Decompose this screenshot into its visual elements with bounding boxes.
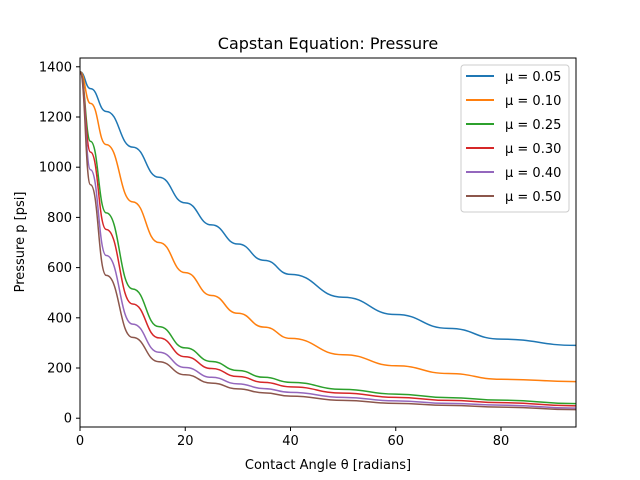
- y-tick-label: 1000: [39, 161, 72, 176]
- x-axis-label: Contact Angle θ [radians]: [245, 458, 411, 473]
- x-tick-label: 20: [177, 434, 194, 449]
- series-line-3: [80, 71, 576, 407]
- legend-label-4: μ = 0.40: [505, 166, 561, 181]
- x-tick-label: 80: [493, 434, 510, 449]
- series-layer: [80, 71, 576, 411]
- legend-label-5: μ = 0.50: [505, 190, 561, 205]
- series-line-0: [80, 71, 576, 347]
- series-line-1: [80, 71, 576, 383]
- legend-label-3: μ = 0.30: [505, 142, 561, 157]
- y-tick-label: 1200: [39, 110, 72, 125]
- series-line-4: [80, 71, 576, 409]
- y-tick-label: 400: [47, 311, 72, 326]
- legend: μ = 0.05 μ = 0.10 μ = 0.25 μ = 0.30 μ = 0.40…: [460, 64, 570, 213]
- legend-label-1: μ = 0.10: [505, 94, 561, 109]
- x-tick-label: 40: [282, 434, 299, 449]
- y-tick-label: 200: [47, 362, 72, 377]
- y-tick-label: 0: [64, 412, 72, 427]
- legend-label-0: μ = 0.05: [505, 70, 561, 85]
- chart-title: Capstan Equation: Pressure: [218, 34, 438, 53]
- x-tick-label: 60: [387, 434, 404, 449]
- y-tick-label: 600: [47, 261, 72, 276]
- y-axis-label: Pressure p [psi]: [13, 192, 28, 293]
- x-tick-label: 0: [76, 434, 84, 449]
- plot-frame: [79, 57, 577, 428]
- legend-label-2: μ = 0.25: [505, 118, 561, 133]
- series-line-5: [80, 71, 576, 411]
- legend-frame: [460, 64, 570, 213]
- legend-items: μ = 0.05 μ = 0.10 μ = 0.25 μ = 0.30 μ = 0.40…: [466, 70, 561, 205]
- series-line-2: [80, 71, 576, 405]
- y-tick-label: 1400: [39, 60, 72, 75]
- y-tick-label: 800: [47, 211, 72, 226]
